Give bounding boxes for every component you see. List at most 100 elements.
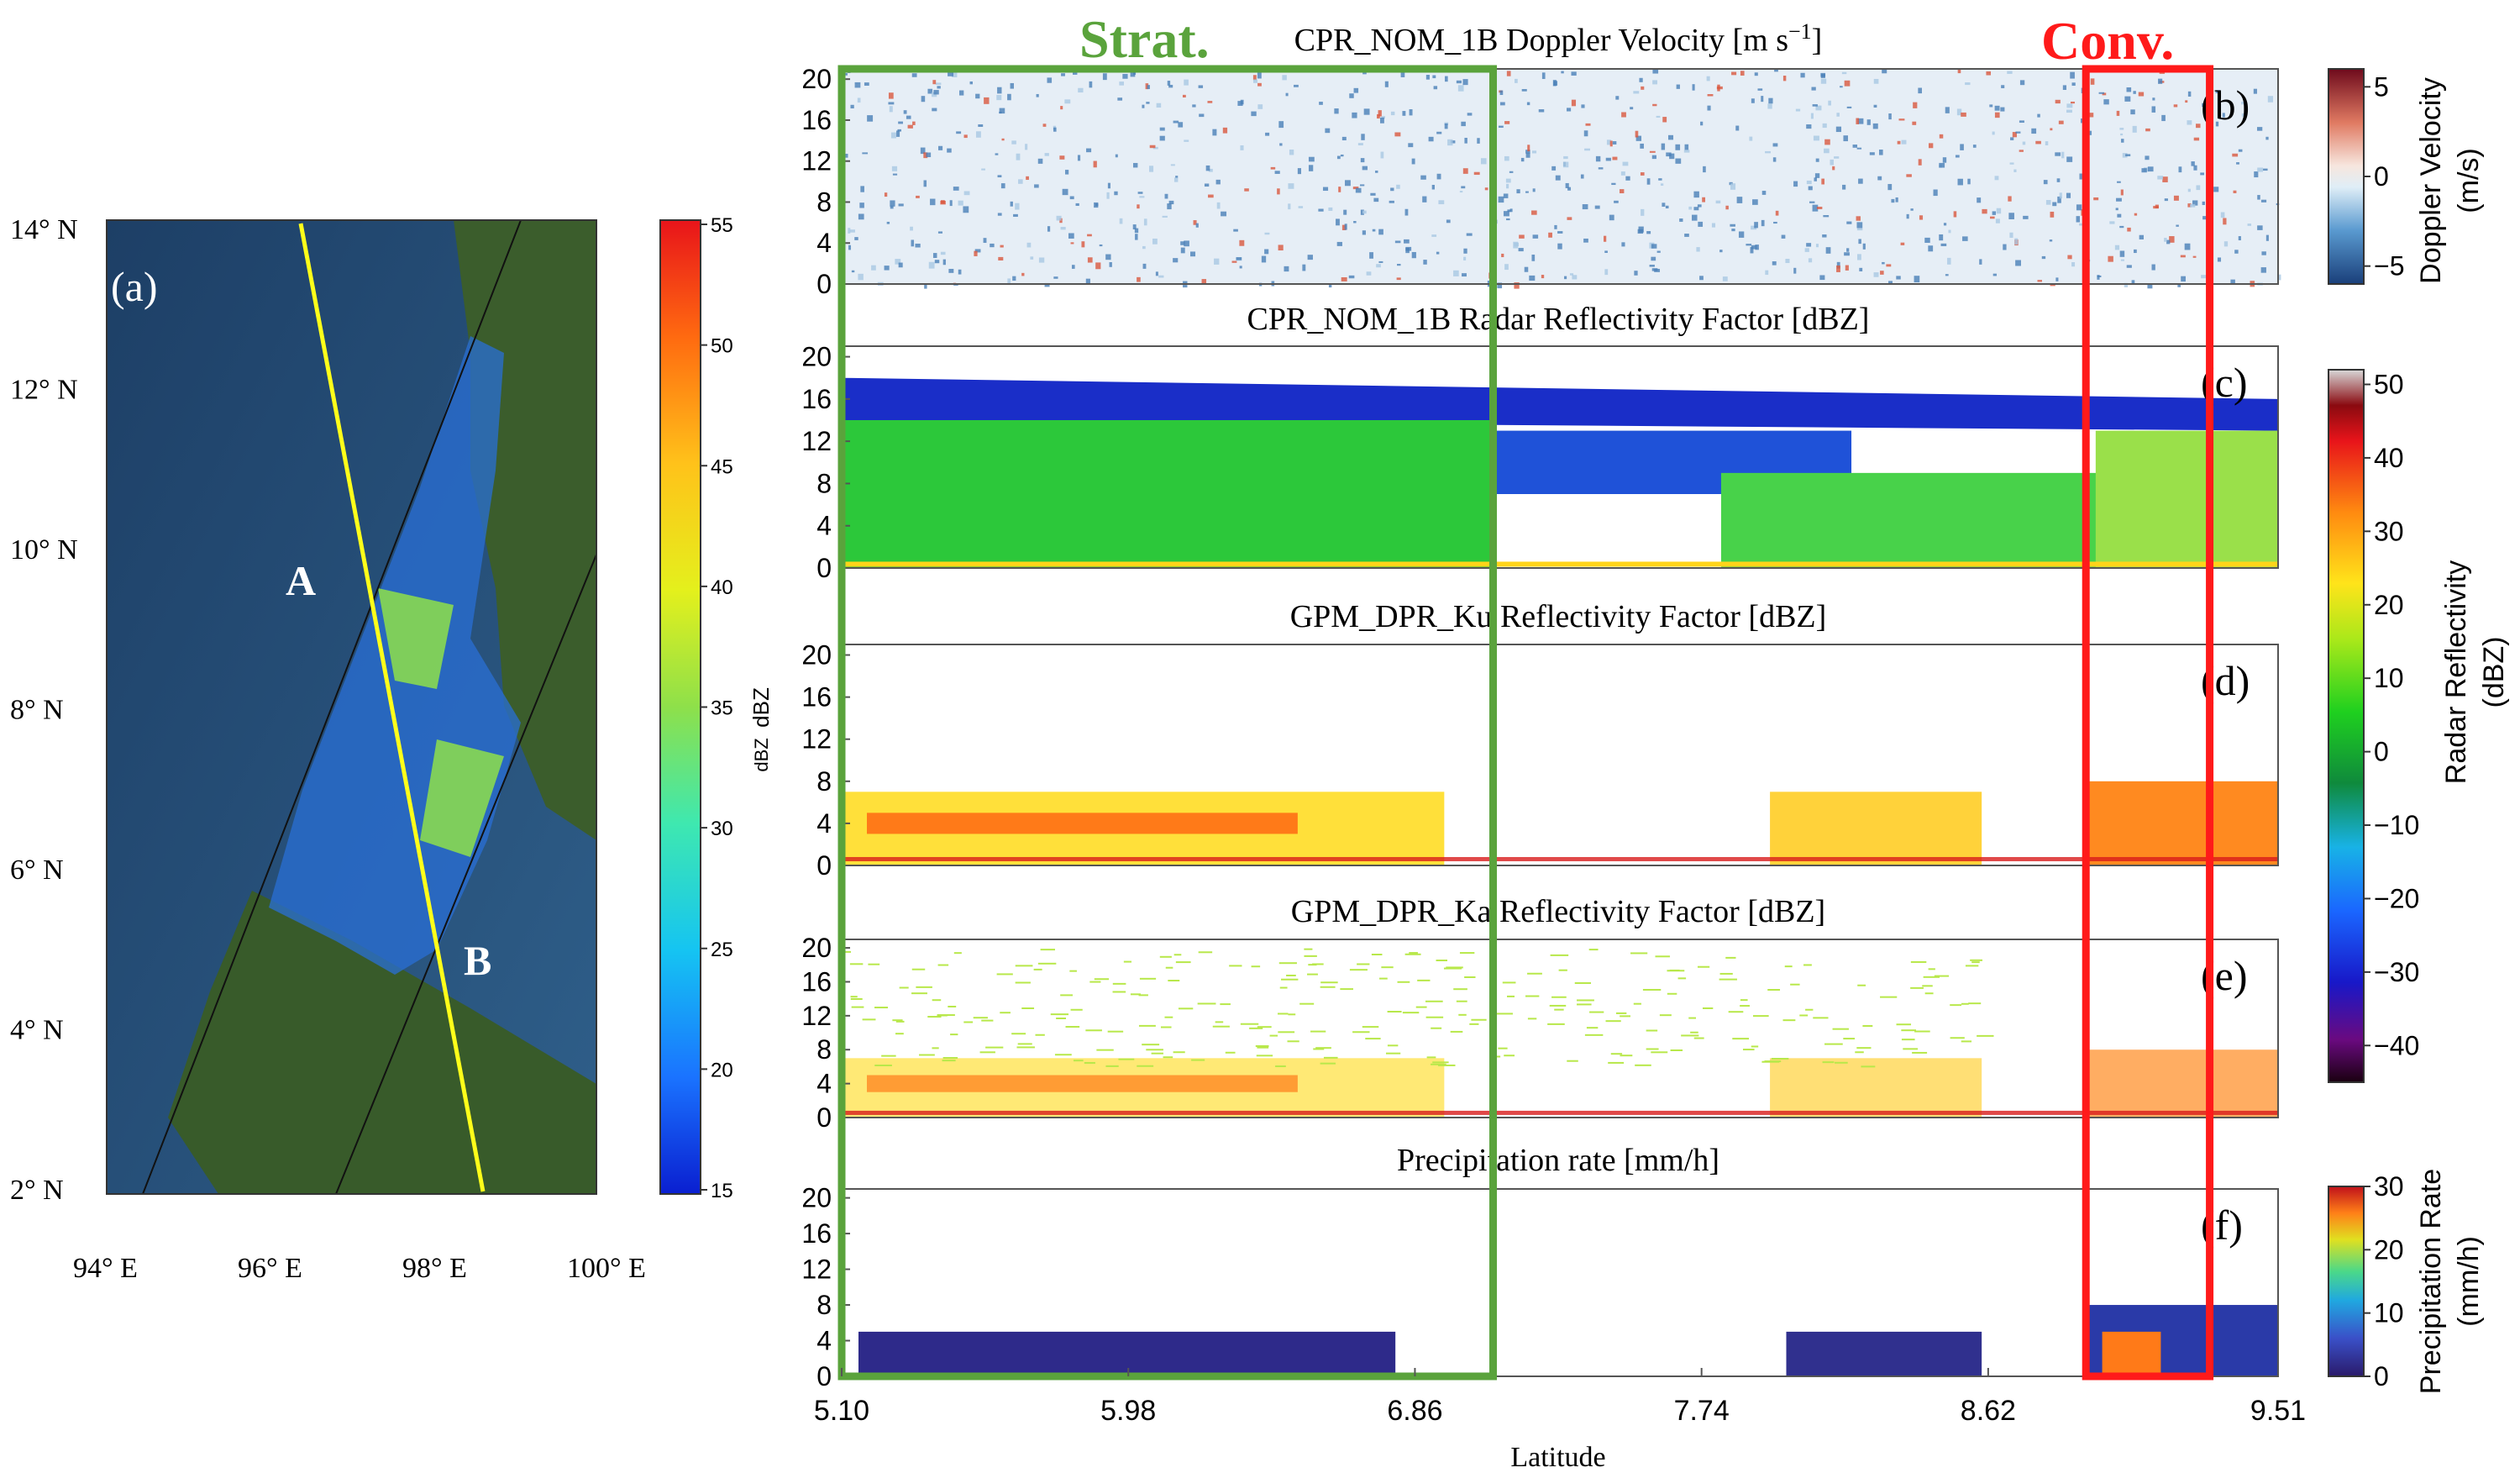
doppler-cell — [937, 231, 943, 234]
doppler-cell — [920, 147, 926, 155]
doppler-cell — [1428, 136, 1434, 142]
doppler-cell — [1394, 240, 1401, 244]
doppler-cell — [906, 115, 911, 119]
doppler-cell — [1824, 148, 1830, 154]
doppler-cell — [937, 86, 941, 89]
doppler-cell — [1957, 178, 1963, 186]
doppler-cell — [990, 243, 995, 248]
doppler-cell — [1856, 118, 1860, 124]
doppler-cell — [1137, 204, 1140, 209]
ka-noise-cell — [1037, 962, 1057, 965]
doppler-cell — [1684, 234, 1689, 237]
doppler-cell — [1433, 86, 1438, 90]
doppler-cell — [1635, 130, 1639, 138]
doppler-cell — [1376, 264, 1381, 268]
doppler-cell — [1375, 171, 1378, 173]
doppler-cell — [1264, 249, 1269, 255]
map-colorbar-tick-label: 35 — [711, 697, 733, 720]
doppler-cell — [2023, 215, 2029, 219]
ka-noise-cell — [1525, 995, 1540, 997]
doppler-cell — [1349, 93, 1354, 98]
doppler-cell — [2052, 202, 2057, 207]
doppler-cell — [1353, 87, 1359, 93]
precip-conv-core — [2102, 1331, 2161, 1376]
doppler-cell — [1282, 75, 1287, 81]
ka-noise-cell — [1608, 1061, 1625, 1064]
colorbar-tick-label: 30 — [2374, 1171, 2404, 1202]
doppler-cell — [923, 180, 927, 187]
ka-noise-cell — [1021, 1007, 1035, 1009]
ka-noise-cell — [1275, 1065, 1286, 1068]
doppler-cell — [2161, 114, 2166, 122]
colorbar-tick-label: 5 — [2374, 71, 2389, 102]
doppler-cell — [1069, 196, 1074, 200]
doppler-cell — [1198, 85, 1204, 88]
ka-noise-cell — [1961, 1040, 1972, 1043]
doppler-cell — [2050, 283, 2055, 287]
doppler-cell — [1514, 282, 1520, 289]
doppler-cell — [1646, 178, 1651, 185]
doppler-cell — [1423, 260, 1427, 265]
doppler-cell — [1308, 165, 1314, 171]
ka-noise-cell — [1278, 962, 1297, 965]
ka-noise-cell — [1160, 1026, 1172, 1028]
doppler-cell — [2155, 204, 2159, 208]
doppler-cell — [1858, 178, 1863, 184]
doppler-cell — [2215, 121, 2219, 127]
map-lon-tick: 98° E — [402, 1253, 467, 1284]
doppler-cell — [1061, 73, 1065, 76]
panel-label-a: (a) — [111, 263, 158, 310]
doppler-cell — [1812, 204, 1819, 212]
ka-noise-cell — [1630, 952, 1648, 955]
doppler-cell — [1939, 234, 1944, 241]
doppler-cell — [1557, 243, 1562, 250]
doppler-cell — [2187, 91, 2192, 97]
ka-noise-cell — [1107, 1030, 1124, 1033]
doppler-cell — [1715, 200, 1721, 204]
doppler-cell — [1900, 242, 1905, 245]
doppler-cell — [1261, 255, 1267, 263]
doppler-cell — [1989, 216, 1995, 219]
doppler-cell — [854, 82, 861, 88]
doppler-cell — [849, 229, 855, 233]
doppler-cell — [1059, 155, 1065, 160]
ka-noise-cell — [1450, 1030, 1463, 1033]
doppler-cell — [1604, 235, 1607, 242]
doppler-cell — [1422, 196, 1427, 203]
ka-noise-cell — [1299, 1002, 1315, 1005]
doppler-cell — [1149, 145, 1156, 149]
doppler-cell — [2190, 203, 2196, 208]
doppler-cell — [1835, 126, 1842, 133]
ka-noise-cell — [1256, 1055, 1273, 1057]
doppler-cell — [1977, 197, 1982, 203]
doppler-cell — [958, 269, 962, 275]
doppler-cell — [1526, 102, 1530, 106]
doppler-cell — [1466, 233, 1473, 236]
ka-noise-cell — [1320, 986, 1336, 988]
doppler-cell — [1872, 123, 1878, 129]
doppler-cell — [1828, 100, 1831, 106]
ka-noise-cell — [1357, 963, 1370, 965]
doppler-cell — [2061, 151, 2065, 159]
ka-noise-cell — [1054, 1054, 1072, 1056]
doppler-cell — [1609, 214, 1614, 221]
doppler-cell — [1614, 200, 1619, 203]
doppler-cell — [2145, 128, 2150, 132]
doppler-cell — [1130, 70, 1136, 77]
doppler-cell — [2050, 128, 2053, 131]
doppler-cell — [1992, 273, 1998, 276]
doppler-cell — [956, 131, 962, 134]
ka-noise-cell — [1069, 970, 1077, 972]
ka-noise-cell — [1432, 1061, 1449, 1064]
doppler-cell — [1047, 77, 1053, 83]
doppler-cell — [1362, 210, 1367, 214]
doppler-cell — [2256, 127, 2263, 131]
doppler-cell — [1396, 184, 1400, 189]
ka-noise-cell — [1923, 976, 1940, 978]
doppler-cell — [1095, 262, 1101, 270]
doppler-cell — [1142, 104, 1145, 108]
doppler-cell — [1308, 156, 1315, 162]
ka-noise-cell — [1070, 1008, 1083, 1011]
doppler-cell — [1047, 226, 1051, 232]
ka-noise-cell — [1340, 988, 1353, 991]
